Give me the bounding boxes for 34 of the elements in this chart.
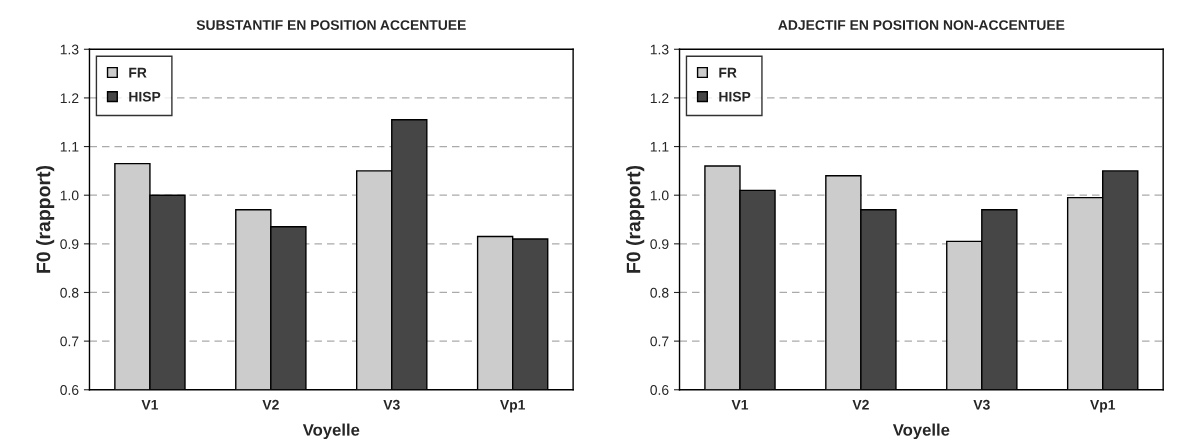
chart-title: ADJECTIF EN POSITION NON-ACCENTUEE xyxy=(778,20,1065,30)
y-tick-label: 1.1 xyxy=(650,142,669,152)
x-tick-label: Vp1 xyxy=(500,399,526,413)
y-tick-label: 0.7 xyxy=(60,336,79,347)
y-tick-label: 1.1 xyxy=(60,142,79,152)
y-tick-label: 1.0 xyxy=(60,190,79,201)
legend-label: FR xyxy=(719,67,737,78)
y-tick-label: 0.9 xyxy=(650,239,669,250)
x-tick-label: V2 xyxy=(262,399,279,410)
x-tick-label: V1 xyxy=(141,399,159,410)
y-tick-label: 0.9 xyxy=(60,239,79,250)
y-tick-label: 0.8 xyxy=(650,287,669,298)
x-axis-title: Voyelle xyxy=(302,423,360,440)
y-tick-label: 0.7 xyxy=(650,336,669,347)
y-axis-title: F0 (rapport) xyxy=(626,165,645,273)
y-tick-label: 1.0 xyxy=(650,190,669,201)
y-axis-title: F0 (rapport) xyxy=(36,165,55,273)
y-tick-label: 1.2 xyxy=(60,93,79,103)
y-tick-label: 1.3 xyxy=(650,44,669,55)
y-tick-label: 1.3 xyxy=(60,44,79,55)
x-tick-label: V1 xyxy=(731,399,749,410)
legend-label: HISP xyxy=(129,91,161,102)
y-tick-label: 0.6 xyxy=(60,385,79,395)
chart-title: SUBSTANTIF EN POSITION ACCENTUEE xyxy=(196,20,466,30)
y-tick-label: 1.2 xyxy=(650,93,669,103)
y-tick-label: 0.6 xyxy=(650,385,669,395)
x-tick-label: Vp1 xyxy=(1090,399,1116,413)
legend-label: FR xyxy=(129,67,147,78)
legend-label: HISP xyxy=(719,91,751,102)
x-tick-label: V3 xyxy=(383,399,400,410)
y-tick-label: 0.8 xyxy=(60,287,79,298)
x-axis-title: Voyelle xyxy=(892,423,950,440)
x-tick-label: V2 xyxy=(852,399,869,410)
x-tick-label: V3 xyxy=(973,399,990,410)
